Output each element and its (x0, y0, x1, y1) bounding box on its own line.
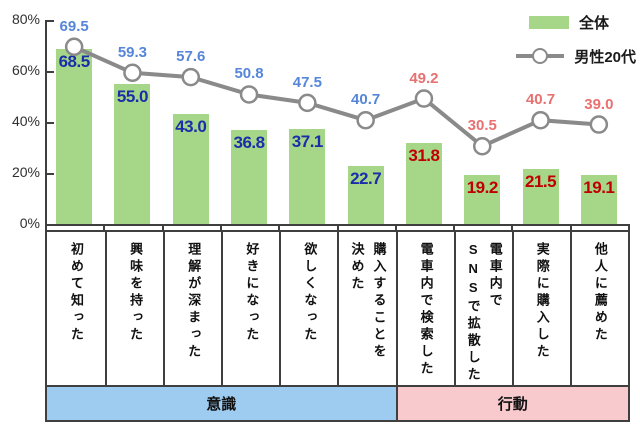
x-axis-tick-mark (278, 224, 281, 230)
bar (464, 175, 501, 224)
y-axis-tick-mark (47, 20, 54, 22)
x-axis-tick-mark (45, 224, 47, 230)
legend-label-male20s: 男性20代 (574, 48, 636, 66)
legend-label-overall: 全体 (579, 14, 610, 32)
line-value-label: 50.8 (234, 65, 264, 83)
bar-value-label: 21.5 (525, 172, 557, 192)
x-axis-tick-mark (103, 224, 106, 230)
category-cell: 電車内で検索した (395, 232, 454, 385)
bar (580, 175, 617, 224)
x-axis-tick-mark (511, 224, 514, 230)
x-axis-tick-mark (569, 224, 572, 230)
x-axis-tick-mark (219, 224, 222, 230)
y-axis-tick-label: 80% (11, 11, 40, 27)
category-label: 電車内で SNSで拡散した (465, 242, 503, 384)
bar-value-label: 68.5 (58, 52, 91, 72)
legend-item-overall: 全体 (516, 10, 636, 34)
data-point-marker (356, 110, 375, 130)
y-axis-tick-mark (47, 122, 54, 124)
data-point-marker (473, 136, 492, 156)
group-band-row: 意識 行動 (47, 385, 628, 420)
category-table: 初めて知った 興味を持った 理解が深まった 好きになった 欲しくなった 購入することを 決… (45, 230, 630, 422)
data-point-marker (414, 89, 434, 108)
group-band-行動: 行動 (395, 387, 628, 420)
bar-value-label: 19.2 (466, 178, 499, 198)
category-cell: 電車内で SNSで拡散した (453, 232, 512, 385)
line-value-label: 59.3 (117, 43, 148, 61)
category-label: 実際に購入した (534, 242, 550, 361)
line-value-label: 40.7 (525, 91, 556, 109)
bar-value-label: 55.0 (116, 86, 149, 106)
category-label: 他人に薦めた (592, 242, 608, 344)
category-cell: 好きになった (221, 232, 279, 385)
bar-swatch-icon (529, 15, 569, 29)
group-band-意識: 意識 (47, 387, 396, 420)
legend: 全体 男性20代 (516, 10, 636, 78)
line-value-label: 47.5 (292, 73, 322, 91)
bar (56, 49, 93, 224)
bar-value-label: 31.8 (408, 145, 440, 165)
y-axis-tick-mark (47, 71, 54, 73)
category-label: 欲しくなった (302, 242, 318, 344)
bar (347, 166, 384, 224)
y-axis-tick-label: 60% (11, 62, 40, 78)
category-cell: 実際に購入した (511, 232, 570, 385)
x-axis-tick-mark (336, 224, 339, 230)
data-point-marker (589, 115, 609, 134)
line-value-label: 40.7 (351, 91, 381, 109)
bar-value-label: 43.0 (175, 117, 207, 137)
x-axis-tick-mark (628, 224, 630, 230)
y-axis-tick-label: 0% (19, 215, 40, 231)
bar-value-label: 19.1 (583, 178, 615, 198)
x-axis-tick-mark (453, 224, 456, 230)
data-point-marker (123, 63, 142, 83)
x-axis-tick-mark (394, 224, 397, 230)
line-marker-swatch-icon (516, 48, 565, 64)
line-value-label: 49.2 (409, 69, 439, 87)
data-point-marker (181, 67, 200, 87)
category-cell: 興味を持った (105, 232, 163, 385)
bar (405, 142, 442, 224)
category-label: 購入することを 決めた (349, 242, 387, 361)
category-label: 興味を持った (128, 242, 144, 344)
line-value-label: 30.5 (467, 117, 497, 135)
bar-value-label: 36.8 (233, 133, 266, 153)
legend-item-male20s: 男性20代 (516, 44, 636, 68)
circle-marker-icon (532, 48, 549, 64)
data-point-marker (298, 93, 317, 113)
line-value-label: 57.6 (176, 48, 206, 66)
line-value-label: 69.5 (59, 17, 89, 35)
category-cell: 他人に薦めた (569, 232, 628, 385)
line-value-label: 39.0 (584, 95, 614, 113)
x-axis-tick-mark (161, 224, 164, 230)
category-cell: 欲しくなった (279, 232, 337, 385)
y-axis-line (45, 20, 47, 226)
category-row: 初めて知った 興味を持った 理解が深まった 好きになった 欲しくなった 購入することを 決… (47, 232, 628, 385)
y-axis-tick-label: 40% (11, 113, 40, 129)
category-label: 電車内で検索した (418, 242, 434, 378)
category-cell: 初めて知った (47, 232, 105, 385)
category-cell: 購入することを 決めた (337, 232, 395, 385)
y-axis-tick-mark (47, 173, 54, 175)
data-point-marker (239, 85, 259, 104)
category-label: 理解が深まった (186, 242, 202, 361)
bar (522, 169, 559, 224)
category-label: 好きになった (244, 242, 260, 344)
category-label: 初めて知った (69, 242, 85, 344)
category-cell: 理解が深まった (163, 232, 221, 385)
bar-value-label: 22.7 (350, 169, 382, 189)
bar-value-label: 37.1 (291, 132, 324, 152)
data-point-marker (531, 110, 550, 130)
y-axis-tick-label: 20% (11, 164, 40, 180)
